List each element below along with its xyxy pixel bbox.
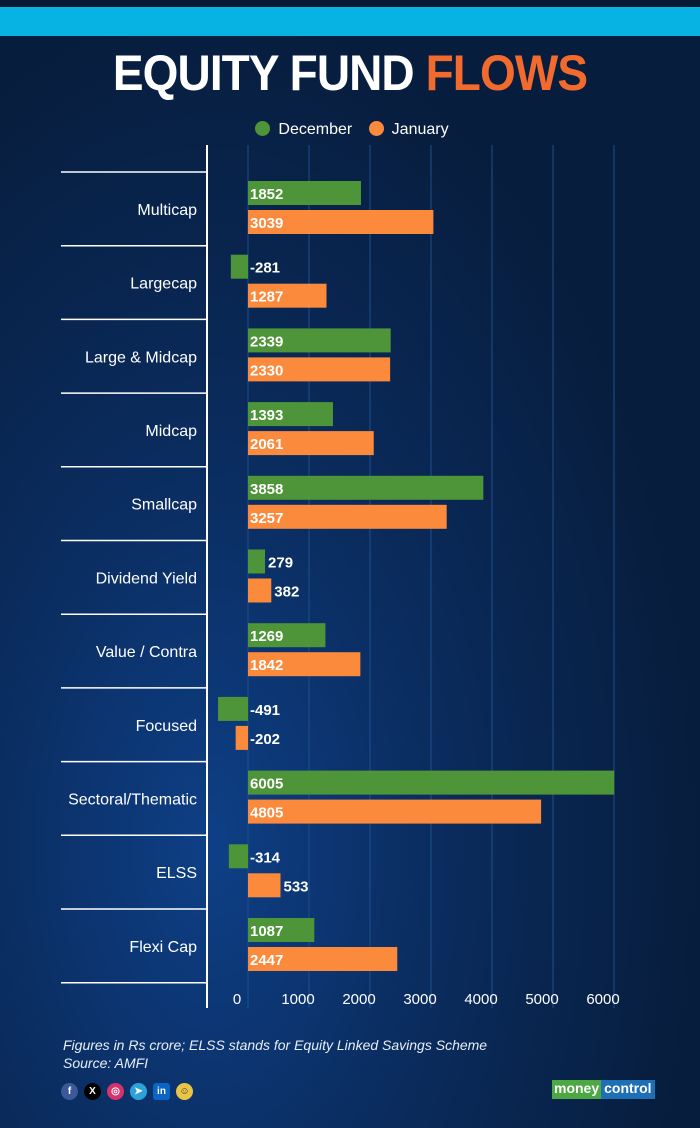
instagram-icon[interactable]: ◎ [107, 1083, 124, 1100]
bar-december [248, 918, 315, 942]
x-tick-label: 3000 [403, 991, 436, 1008]
data-label: -491 [250, 702, 280, 719]
bar-january [248, 504, 447, 529]
footnote-text: Figures in Rs crore; ELSS stands for Equ… [63, 1037, 488, 1053]
bar-december [248, 402, 333, 427]
bar-january [248, 947, 398, 971]
data-label: 6005 [250, 776, 283, 793]
bar-january [248, 578, 272, 603]
category-label: Value / Contra [96, 644, 197, 661]
data-label: 3257 [250, 510, 283, 527]
data-label: 1269 [250, 628, 283, 645]
data-label: 1287 [250, 289, 283, 306]
data-label: 1393 [250, 407, 283, 424]
category-label: Dividend Yield [96, 570, 197, 587]
linkedin-icon[interactable]: in [153, 1083, 170, 1100]
legend-swatch-january [368, 121, 384, 136]
title-highlight: FLOWS [425, 45, 588, 101]
data-label: 2330 [250, 362, 283, 379]
bar-january [248, 652, 361, 677]
bar-january [248, 799, 542, 824]
legend-label-december: December [278, 121, 353, 138]
facebook-icon[interactable]: f [61, 1083, 78, 1100]
category-label: Multicap [137, 202, 197, 219]
bar-december [248, 770, 615, 795]
data-label: -202 [250, 731, 280, 748]
snapchat-icon[interactable]: ☺ [176, 1083, 193, 1100]
data-label: -314 [250, 849, 281, 866]
category-label: Flexi Cap [129, 939, 197, 956]
category-label: Large & Midcap [85, 349, 197, 366]
data-label: 2447 [250, 952, 283, 969]
title-main: EQUITY FUND [112, 45, 415, 101]
data-label: 1842 [250, 657, 283, 674]
chart-title: EQUITY FUND FLOWS [28, 44, 672, 102]
bar-january [248, 431, 374, 456]
data-label: 533 [284, 878, 309, 895]
x-tick-label: 0 [233, 991, 241, 1008]
data-label: 4805 [250, 805, 283, 822]
bar-december [248, 623, 326, 648]
bar-december [218, 696, 248, 721]
data-label: 2061 [250, 436, 283, 453]
footnote: Figures in Rs crore; ELSS stands for Equ… [63, 1036, 487, 1072]
category-label: Focused [136, 718, 197, 735]
category-label: Midcap [145, 423, 197, 440]
legend: December January [0, 121, 700, 139]
data-label: 279 [268, 555, 293, 572]
legend-swatch-december [255, 121, 271, 136]
x-tick-label: 1000 [281, 991, 314, 1008]
bar-december [248, 328, 391, 353]
bar-january [248, 873, 281, 898]
moneycontrol-logo: money control [552, 1080, 655, 1099]
category-label: ELSS [156, 865, 197, 882]
data-label: 382 [274, 584, 299, 601]
bar-january [248, 210, 434, 234]
legend-label-january: January [391, 121, 449, 138]
bar-january [248, 283, 327, 308]
x-tick-label: 5000 [525, 991, 558, 1008]
data-label: -281 [250, 260, 280, 277]
data-label: 3039 [250, 215, 283, 232]
x-tick-label: 2000 [342, 991, 375, 1008]
category-label: Sectoral/Thematic [68, 791, 197, 808]
x-tick-label: 6000 [586, 991, 619, 1008]
category-label: Smallcap [131, 497, 197, 514]
x-icon[interactable]: X [84, 1083, 101, 1100]
category-label: Largecap [130, 276, 197, 293]
data-label: 1087 [250, 923, 283, 940]
bar-december [248, 475, 484, 500]
source-text: Source: AMFI [63, 1055, 149, 1071]
bar-january [248, 357, 391, 382]
bar-december [248, 181, 361, 205]
top-band [0, 0, 700, 7]
bar-january [235, 725, 248, 750]
x-tick-label: 4000 [464, 991, 497, 1008]
data-label: 1852 [250, 186, 283, 203]
bar-december [230, 254, 248, 279]
logo-part1: money [552, 1080, 602, 1099]
logo-part2: control [601, 1080, 655, 1099]
accent-strip [0, 7, 700, 36]
bar-december [248, 549, 266, 574]
social-icons: f X ◎ ➤ in ☺ [61, 1083, 193, 1100]
data-label: 3858 [250, 481, 283, 498]
telegram-icon[interactable]: ➤ [130, 1083, 147, 1100]
data-label: 2339 [250, 333, 283, 350]
bar-december [228, 844, 248, 869]
